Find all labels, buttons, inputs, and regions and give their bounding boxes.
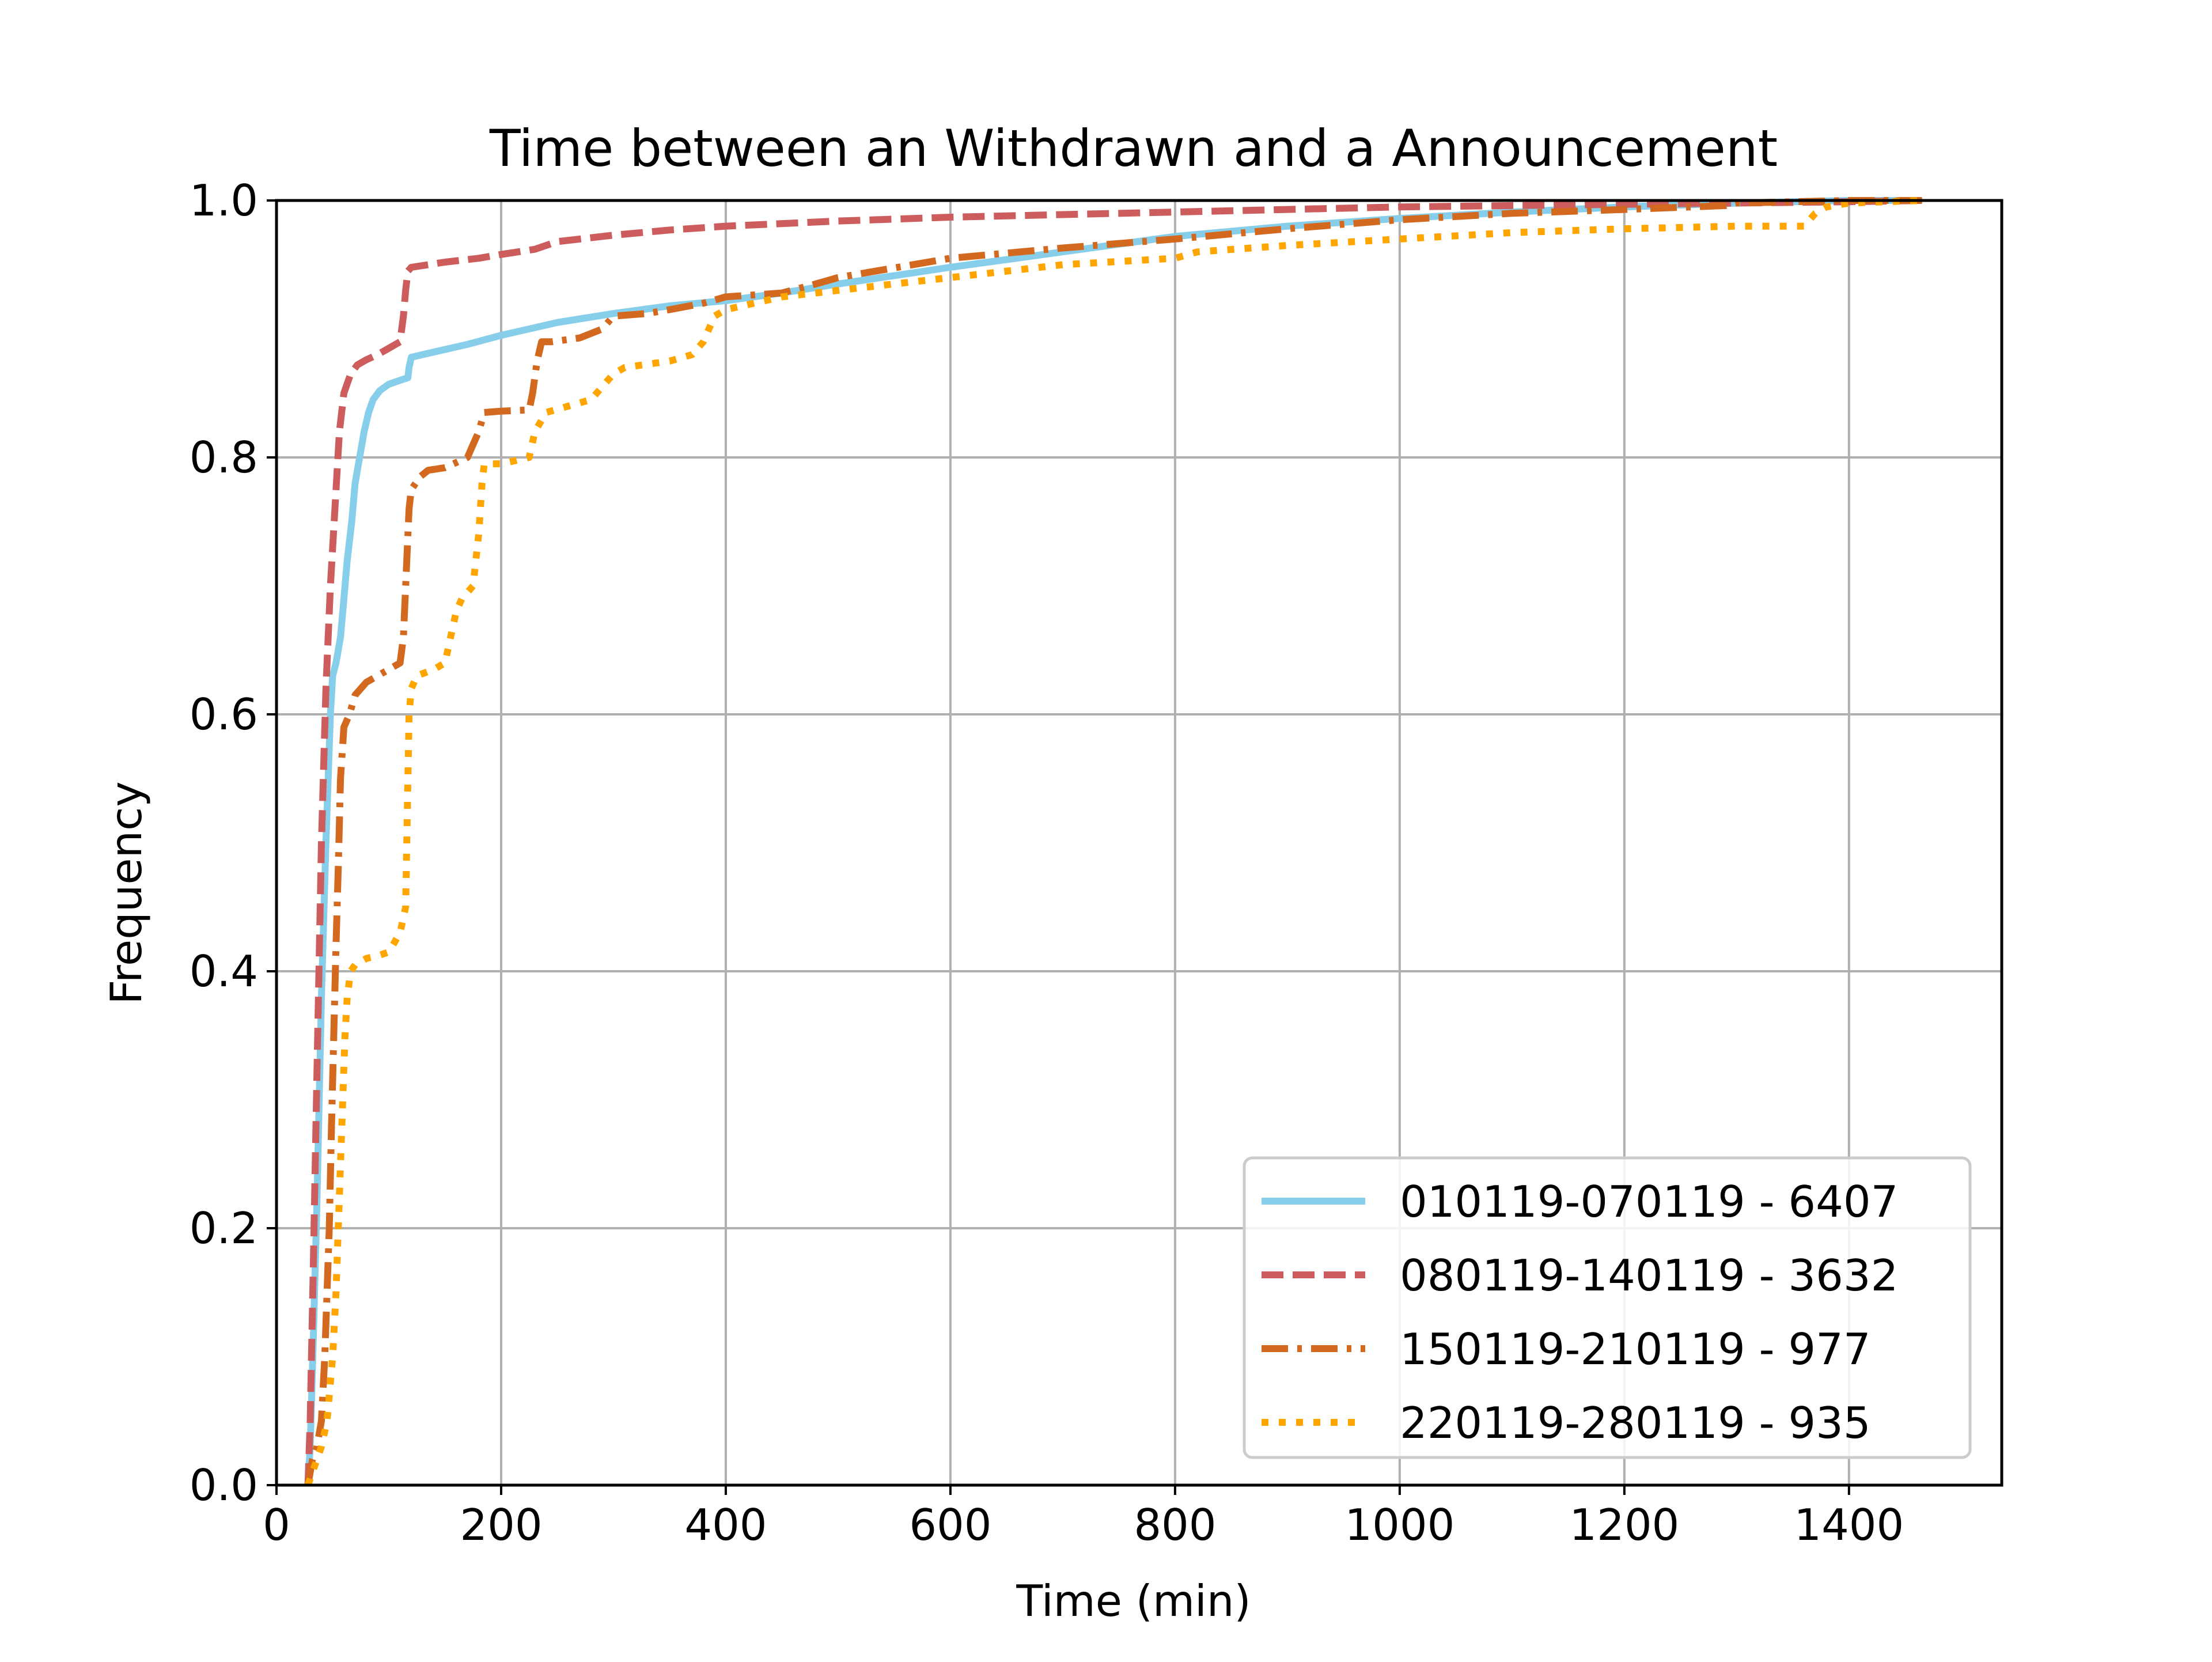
- x-tick-label: 1200: [1569, 1500, 1679, 1550]
- y-tick-label: 0.4: [190, 946, 258, 997]
- x-axis-label: Time (min): [1016, 1576, 1251, 1626]
- axis-ticks: 0 200 400 600 800 1000 1200 1400 0.0 0.2 0.4 0.6 0.8…: [190, 175, 1904, 1550]
- y-tick-label: 0.2: [190, 1203, 258, 1254]
- series-line-3: [304, 197, 1922, 1486]
- legend-box: [1243, 1156, 1972, 1459]
- y-tick-label: 0.8: [190, 432, 258, 483]
- legend-label-1: 010119-070119 - 6407: [1400, 1176, 1898, 1227]
- legend-label-2: 080119-140119 - 3632: [1400, 1250, 1898, 1301]
- legend-label-3: 150119-210119 - 977: [1400, 1324, 1871, 1375]
- series-line-2: [304, 197, 1922, 1486]
- x-tick-label: 1000: [1344, 1500, 1455, 1550]
- y-tick-label: 0.6: [190, 689, 258, 740]
- plot-frame: [275, 199, 2003, 1487]
- x-tick-label: 0: [263, 1500, 290, 1550]
- y-tick-label: 0.0: [190, 1460, 258, 1510]
- legend-items: 010119-070119 - 6407 080119-140119 - 3632…: [1262, 1176, 1898, 1448]
- x-tick-label: 1400: [1794, 1500, 1904, 1550]
- chart-title: Time between an Withdrawn and a Announce…: [489, 119, 1778, 178]
- x-tick-label: 800: [1134, 1500, 1216, 1550]
- x-tick-label: 600: [909, 1500, 991, 1550]
- series-lines: [304, 197, 1922, 1486]
- y-tick-label: 1.0: [190, 175, 258, 226]
- legend-label-4: 220119-280119 - 935: [1400, 1398, 1871, 1448]
- legend: 010119-070119 - 6407 080119-140119 - 3632…: [1243, 1156, 1972, 1459]
- x-tick-label: 400: [684, 1500, 767, 1550]
- y-axis-label: Frequency: [101, 781, 151, 1004]
- series-line-4: [304, 197, 1922, 1486]
- x-tick-label: 200: [460, 1500, 542, 1550]
